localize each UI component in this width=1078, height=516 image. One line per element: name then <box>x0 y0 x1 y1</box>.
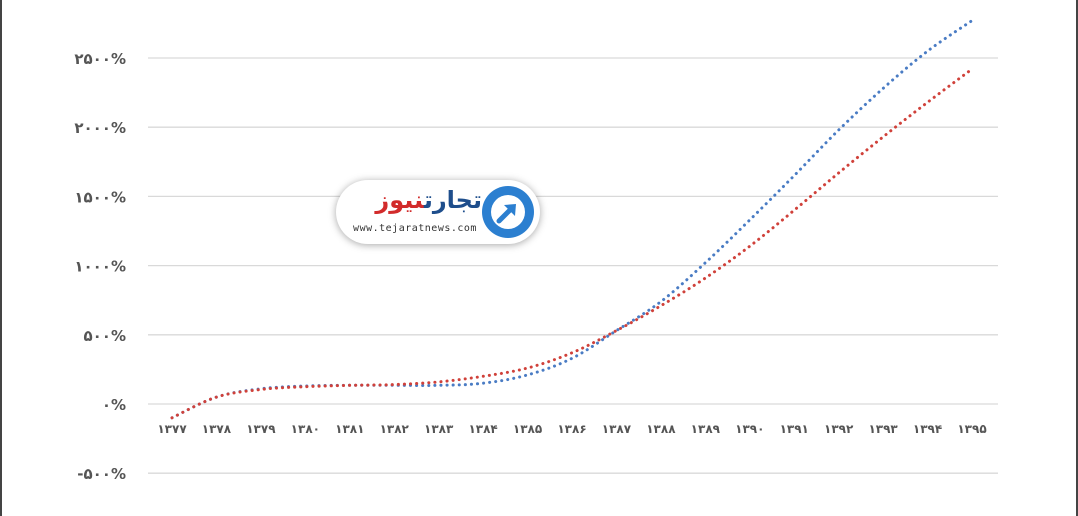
gridlines <box>148 57 998 474</box>
x-tick-label: ۱۳۷۹ <box>246 422 276 436</box>
x-tick-label: ۱۳۸۹ <box>691 422 721 436</box>
series-line-1 <box>170 19 974 420</box>
y-tick-label: ۱۵۰۰% <box>74 188 126 206</box>
y-tick-label: ۲۵۰۰% <box>74 50 126 68</box>
x-tick-label: ۱۳۹۲ <box>824 422 854 436</box>
y-tick-label: ۱۰۰۰% <box>74 258 126 276</box>
x-tick-label: ۱۳۸۷ <box>602 422 632 436</box>
x-tick-label: ۱۳۸۴ <box>468 422 497 436</box>
x-tick-label: ۱۳۸۲ <box>380 422 410 436</box>
logo-emblem <box>482 186 534 238</box>
x-tick-label: ۱۳۹۰ <box>735 422 764 436</box>
tejaratnews-logo: تجارتنیوز www.tejaratnews.com <box>336 180 540 244</box>
logo-url: www.tejaratnews.com <box>353 223 477 234</box>
x-tick-label: ۱۳۸۱ <box>335 422 364 436</box>
x-tick-label: ۱۳۹۵ <box>957 422 986 436</box>
x-tick-label: ۱۳۹۱ <box>780 422 809 436</box>
frame-left-border <box>0 0 2 516</box>
logo-word-news: نیوز <box>375 186 424 214</box>
x-tick-label: ۱۳۸۸ <box>646 422 676 436</box>
x-tick-label: ۱۳۸۶ <box>557 422 586 436</box>
x-tick-label: ۱۳۹۴ <box>913 422 942 436</box>
x-tick-label: ۱۳۷۷ <box>157 422 187 436</box>
series-lines <box>170 19 974 420</box>
frame-right-border <box>1076 0 1078 516</box>
logo-wordmark: تجارتنیوز <box>344 186 482 214</box>
x-tick-label: ۱۳۹۳ <box>868 422 898 436</box>
y-tick-label: -۵۰۰% <box>77 465 126 483</box>
y-tick-label: ۰% <box>102 396 126 414</box>
x-axis-tick-labels: ۱۳۷۷ ۱۳۷۸ ۱۳۷۹ ۱۳۸۰ ۱۳۸۱ ۱۳۸۲ ۱۳۸۳ ۱۳۸۴ ۱۳۸۵ ۱۳۸۶… <box>157 422 986 436</box>
x-tick-label: ۱۳۷۸ <box>202 422 232 436</box>
series-line-2 <box>170 67 974 420</box>
x-tick-label: ۱۳۸۰ <box>291 422 320 436</box>
x-tick-label: ۱۳۸۵ <box>513 422 542 436</box>
y-tick-label: ۲۰۰۰% <box>74 119 126 137</box>
y-tick-label: ۵۰۰% <box>84 327 127 345</box>
y-axis-tick-labels: -۵۰۰% ۰% ۵۰۰% ۱۰۰۰% ۱۵۰۰% ۲۰۰۰% ۲۵۰۰% <box>74 50 126 483</box>
arrow-up-right-icon <box>496 204 516 224</box>
logo-word-tejarat: تجارت <box>423 186 482 214</box>
x-tick-label: ۱۳۸۳ <box>424 422 454 436</box>
